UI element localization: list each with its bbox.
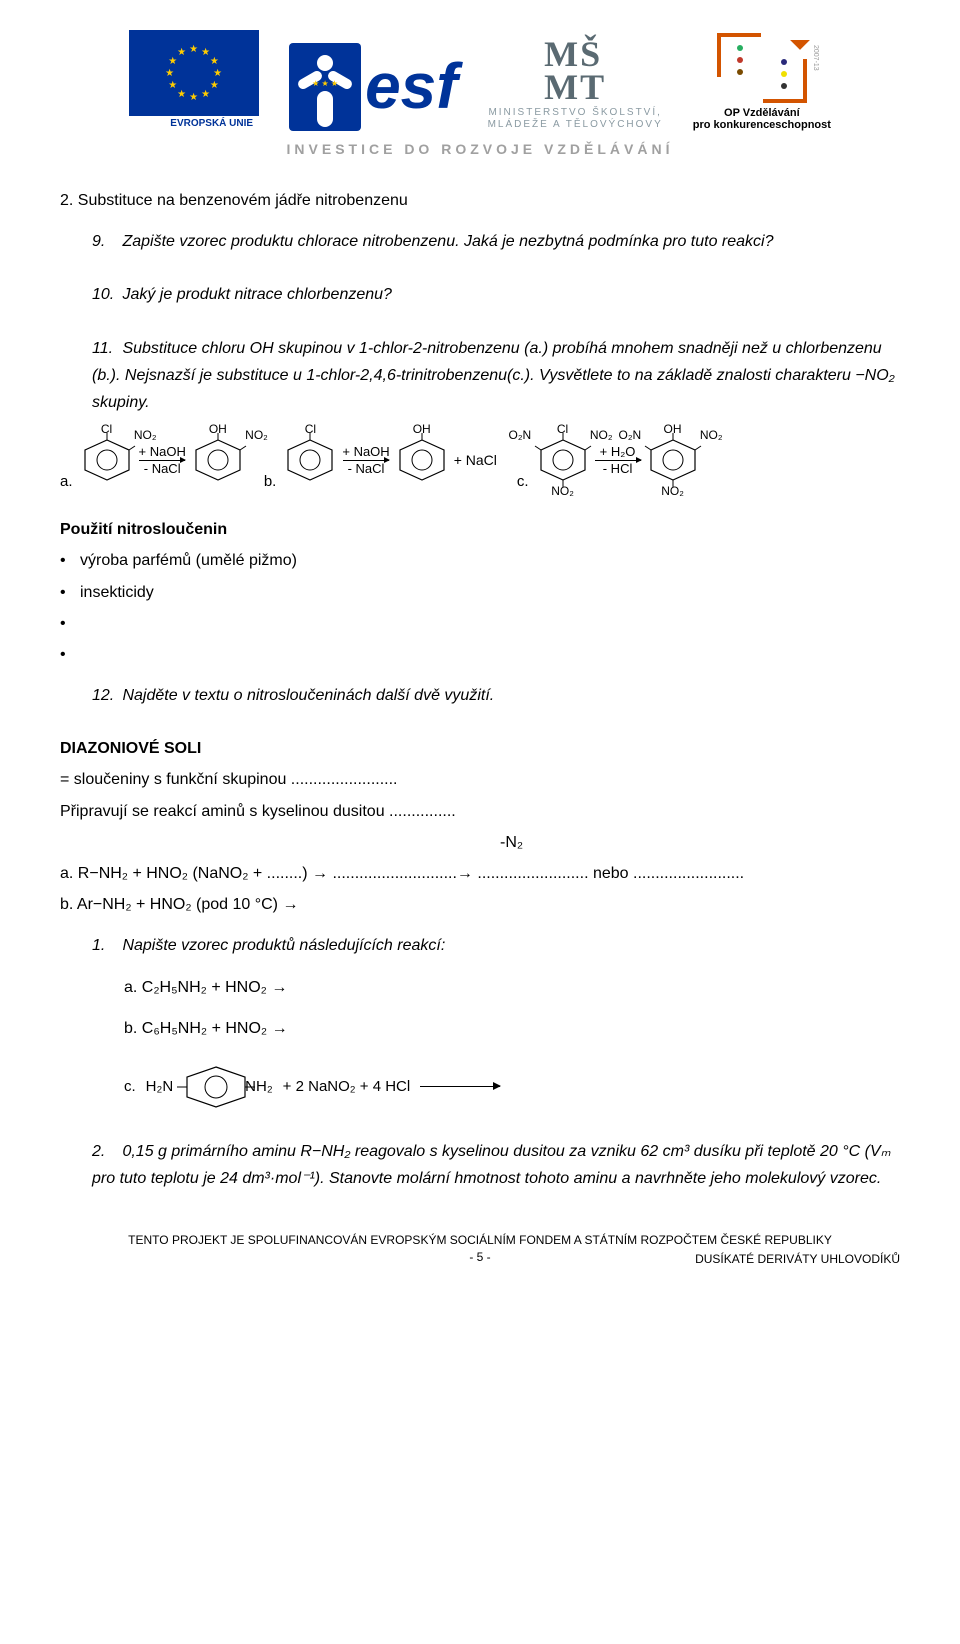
benzene-b-left: Cl [284, 430, 336, 490]
reaction-c: c. Cl NO₂ O₂N NO₂ + H₂O - HCl OH NO₂ O₂N… [517, 430, 699, 490]
esf-logo: ★ ★ ★ esf [289, 43, 458, 131]
q9-text: Zapište vzorec produktu chlorace nitrobe… [122, 233, 773, 250]
bullet-icon: • [60, 641, 80, 668]
diazonium-l1: = sloučeniny s funkční skupinou ........… [60, 766, 900, 793]
msmt-line2: MLÁDEŽE A TĚLOVÝCHOVY [488, 119, 663, 130]
rxn-a-right-ur: NO₂ [245, 428, 268, 442]
footer-page: - 5 - [469, 1250, 490, 1264]
op-line1: OP Vzdělávání [724, 107, 800, 119]
q9-num: 9. [92, 228, 118, 255]
benzene-a-right: OH NO₂ [192, 430, 244, 490]
diaz-q1: Napište vzorec produktů následujících re… [122, 937, 445, 954]
footer-doc: DUSÍKATÉ DERIVÁTY UHLOVODÍKŮ [695, 1251, 900, 1268]
diazonium-heading: DIAZONIOVÉ SOLI [60, 740, 201, 757]
benzene-c-left: Cl NO₂ O₂N NO₂ [537, 430, 589, 490]
diaz-q2-num: 2. [92, 1138, 118, 1165]
op-line2: pro konkurenceschopnost [693, 119, 831, 131]
rc-letter: c. [124, 1078, 136, 1095]
msmt-icon: MŠMT [544, 38, 606, 103]
rxn-c-right-ul: O₂N [619, 428, 642, 442]
footer-line1: TENTO PROJEKT JE SPOLUFINANCOVÁN EVROPSK… [128, 1233, 832, 1247]
rxn-b-left-top: Cl [305, 422, 316, 436]
arrow-icon [420, 1086, 500, 1087]
rxn-a-left-ur: NO₂ [134, 428, 157, 442]
rxn-b-arrow-top: + NaOH [342, 444, 389, 460]
op-side-text: 2007-13 [812, 45, 819, 71]
eu-flag-icon: ★★★★★★★★★★★★ [129, 30, 259, 116]
eu-logo: ★★★★★★★★★★★★ EVROPSKÁ UNIE [129, 30, 259, 131]
benzene-a-left: Cl NO₂ [81, 430, 133, 490]
q12-text: Najděte v textu o nitrosloučeninách dalš… [122, 687, 494, 704]
uses-item-1: insekticidy [80, 579, 154, 606]
header-logos: ★★★★★★★★★★★★ EVROPSKÁ UNIE ★ ★ ★ esf MŠM… [60, 30, 900, 131]
rxn-a-right-top: OH [209, 422, 227, 436]
rc-left-l: H₂N [146, 1078, 174, 1095]
rxn-a-arrow-top: + NaOH [139, 444, 186, 460]
benzene-b-right: OH [396, 430, 448, 490]
diazonium-minus-n2: -N₂ [60, 829, 900, 856]
uses-heading: Použití nitrosloučenin [60, 521, 227, 538]
diaz-q1a: a. C₂H₅NH₂ + HNO₂ → [60, 974, 900, 1001]
q10-text: Jaký je produkt nitrace chlorbenzenu? [122, 286, 392, 303]
uses-item-0: výroba parfémů (umělé pižmo) [80, 547, 297, 574]
msmt-line1: MINISTERSTVO ŠKOLSTVÍ, [488, 107, 661, 118]
q10-num: 10. [92, 281, 118, 308]
reaction-b: b. Cl + NaOH - NaCl OH + NaCl [264, 430, 497, 490]
q11-text: Substituce chloru OH skupinou v 1-chlor-… [92, 340, 895, 411]
esf-text: esf [365, 61, 458, 112]
diazonium-lb: b. Ar−NH₂ + HNO₂ (pod 10 °C) → [60, 891, 900, 918]
esf-figure-icon: ★ ★ ★ [289, 43, 361, 131]
reaction-schemes: a. Cl NO₂ + NaOH - NaCl OH NO₂ b. Cl [60, 430, 900, 490]
rxn-a-letter: a. [60, 473, 73, 490]
reaction-c-formula: c. H₂N NH₂ + 2 NaNO₂ + 4 HCl [124, 1062, 900, 1112]
section2-title: 2. Substituce na benzenovém jádře nitrob… [60, 187, 900, 214]
diazonium-la: a. R−NH₂ + HNO₂ (NaNO₂ + ........) → ...… [60, 860, 900, 887]
rc-tail: + 2 NaNO₂ + 4 HCl [283, 1078, 411, 1095]
tagline: INVESTICE DO ROZVOJE VZDĚLÁVÁNÍ [60, 141, 900, 157]
rxn-c-left-top: Cl [557, 422, 568, 436]
diaz-q1b: b. C₆H₅NH₂ + HNO₂ → [60, 1015, 900, 1042]
bullet-icon: • [60, 547, 80, 574]
bullet-icon: • [60, 610, 80, 637]
rxn-a-arrow-bot: - NaCl [144, 461, 181, 477]
op-logo: 2007-13 OP Vzdělávání pro konkurencescho… [693, 33, 831, 131]
diazonium-l2: Připravují se reakcí aminů s kyselinou d… [60, 798, 900, 825]
diaz-q2: 0,15 g primárního aminu R−NH₂ reagovalo … [92, 1143, 891, 1187]
benzene-c-right: OH NO₂ O₂N NO₂ [647, 430, 699, 490]
rxn-c-right-bot: NO₂ [661, 484, 684, 498]
rxn-c-letter: c. [517, 473, 529, 490]
eu-label: EVROPSKÁ UNIE [129, 116, 259, 131]
msmt-logo: MŠMT MINISTERSTVO ŠKOLSTVÍ, MLÁDEŽE A TĚ… [488, 38, 663, 131]
benzene-rc [183, 1062, 235, 1112]
rxn-c-right-ur: NO₂ [700, 428, 723, 442]
op-logo-icon: 2007-13 [717, 33, 807, 103]
page: ★★★★★★★★★★★★ EVROPSKÁ UNIE ★ ★ ★ esf MŠM… [0, 0, 960, 1306]
diaz-q1-num: 1. [92, 932, 118, 959]
rxn-c-left-ul: O₂N [509, 428, 532, 442]
reaction-a: a. Cl NO₂ + NaOH - NaCl OH NO₂ [60, 430, 244, 490]
rxn-c-left-ur: NO₂ [590, 428, 613, 442]
rxn-b-arrow-bot: - NaCl [348, 461, 385, 477]
rxn-c-left-bot: NO₂ [551, 484, 574, 498]
rxn-b-letter: b. [264, 473, 277, 490]
rxn-c-arrow-bot: - HCl [603, 461, 633, 477]
rxn-c-arrow-top: + H₂O [600, 444, 636, 460]
q11-num: 11. [92, 335, 118, 362]
footer: TENTO PROJEKT JE SPOLUFINANCOVÁN EVROPSK… [60, 1232, 900, 1266]
q12-num: 12. [92, 682, 118, 709]
bullet-icon: • [60, 579, 80, 606]
rxn-a-left-top: Cl [101, 422, 112, 436]
rxn-b-plus: + NaCl [454, 452, 497, 468]
rxn-b-right-top: OH [413, 422, 431, 436]
rxn-c-right-top: OH [664, 422, 682, 436]
